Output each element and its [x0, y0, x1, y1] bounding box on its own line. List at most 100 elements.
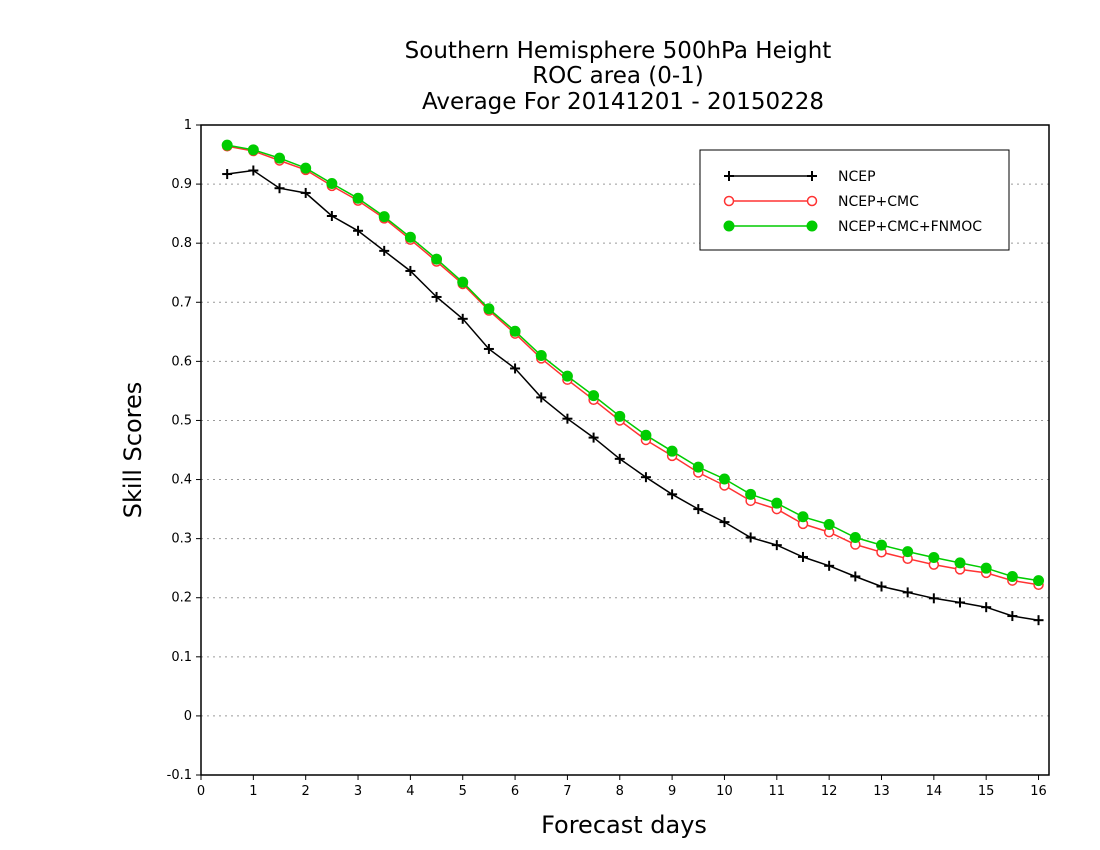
data-point-ncep	[353, 225, 364, 236]
data-point-ncep	[824, 560, 835, 571]
data-point-ncep	[457, 313, 468, 324]
legend-marker-ncep-plus-cmc-plus-fnmoc	[723, 220, 735, 232]
legend-label-ncep-plus-cmc: NCEP+CMC	[838, 194, 919, 210]
data-point-ncep	[745, 532, 756, 543]
x-tick-label: 4	[406, 784, 414, 799]
legend-label-ncep-plus-cmc-plus-fnmoc: NCEP+CMC+FNMOC	[838, 219, 982, 235]
data-point-ncep-plus-cmc-plus-fnmoc	[640, 429, 652, 441]
x-tick-label: 5	[459, 784, 467, 799]
data-point-ncep	[902, 587, 913, 598]
data-point-ncep-plus-cmc-plus-fnmoc	[326, 178, 338, 189]
series-ncep-plus-cmc-plus-fnmoc	[221, 139, 1045, 587]
data-point-ncep-plus-cmc-plus-fnmoc	[875, 539, 887, 551]
x-tick-label: 2	[302, 784, 310, 799]
data-point-ncep	[300, 187, 311, 198]
data-point-ncep-plus-cmc-plus-fnmoc	[404, 231, 416, 243]
data-point-ncep-plus-cmc-plus-fnmoc	[849, 531, 861, 543]
y-tick-label: 1	[184, 118, 192, 133]
y-tick-label: 0.9	[171, 177, 192, 192]
x-tick-label: 13	[873, 784, 890, 799]
data-point-ncep	[981, 602, 992, 613]
legend-box	[699, 149, 1010, 251]
x-tick-label: 6	[511, 784, 519, 799]
data-point-ncep	[797, 551, 808, 562]
data-point-ncep	[405, 265, 416, 276]
x-axis-title: Forecast days	[541, 811, 707, 839]
data-point-ncep	[876, 581, 887, 592]
y-axis-title: Skill Scores	[119, 382, 147, 519]
data-point-ncep	[719, 517, 730, 528]
legend-marker-ncep-plus-cmc	[723, 195, 735, 207]
data-point-ncep-plus-cmc-plus-fnmoc	[1033, 575, 1045, 587]
data-point-ncep	[536, 392, 547, 403]
series-ncep	[222, 165, 1044, 626]
data-point-ncep-plus-cmc-plus-fnmoc	[797, 511, 809, 523]
data-point-ncep-plus-cmc-plus-fnmoc	[483, 303, 495, 315]
y-tick-label: 0.6	[171, 354, 192, 369]
y-tick-label: 0.4	[171, 473, 192, 488]
chart-titles: Southern Hemisphere 500hPa Height ROC ar…	[405, 38, 832, 115]
x-tick-label: 16	[1030, 784, 1047, 799]
legend-entries: NCEP NCEP+CMC NCEP+CMC+FNMOC	[723, 169, 982, 235]
data-point-ncep	[850, 571, 861, 582]
x-tick-label: 3	[354, 784, 362, 799]
x-tick-label: 7	[563, 784, 571, 799]
data-point-ncep	[431, 291, 442, 302]
horizontal-gridlines	[201, 183, 1049, 717]
data-point-ncep	[248, 165, 259, 176]
legend-marker-ncep-plus-cmc	[806, 195, 818, 207]
y-tick-label: 0	[184, 709, 192, 724]
data-point-ncep-plus-cmc-plus-fnmoc	[509, 325, 521, 337]
data-point-ncep-plus-cmc-plus-fnmoc	[378, 211, 390, 223]
chart-title-line-2: ROC area (0-1)	[532, 63, 704, 89]
data-point-ncep	[693, 504, 704, 515]
data-point-ncep	[274, 183, 285, 194]
data-point-ncep	[614, 453, 625, 464]
x-tick-label: 8	[616, 784, 624, 799]
x-tick-label: 14	[926, 784, 943, 799]
data-point-ncep-plus-cmc-plus-fnmoc	[352, 192, 364, 204]
y-tick-label: 0.8	[171, 236, 192, 251]
y-axis-ticks: -0.1 0 0.1 0.2 0.3 0.4 0.5 0.6 0.7 0.8 0.9 1	[167, 118, 201, 783]
y-tick-label: 0.3	[171, 532, 192, 547]
data-point-ncep-plus-cmc-plus-fnmoc	[588, 390, 600, 402]
data-point-ncep-plus-cmc-plus-fnmoc	[535, 349, 547, 361]
data-point-ncep-plus-cmc-plus-fnmoc	[980, 562, 992, 574]
chart-title-line-1: Southern Hemisphere 500hPa Height	[405, 38, 832, 64]
y-tick-label: 0.2	[171, 591, 192, 606]
data-point-ncep-plus-cmc-plus-fnmoc	[666, 445, 678, 457]
data-point-ncep-plus-cmc-plus-fnmoc	[928, 552, 940, 564]
legend: NCEP NCEP+CMC NCEP+CMC+FNMOC	[699, 149, 1010, 251]
data-point-ncep	[562, 413, 573, 424]
data-point-ncep	[222, 169, 233, 180]
data-point-ncep-plus-cmc-plus-fnmoc	[561, 370, 573, 382]
data-point-ncep	[928, 593, 939, 604]
x-tick-label: 0	[197, 784, 205, 799]
data-point-ncep-plus-cmc-plus-fnmoc	[1006, 570, 1018, 582]
data-point-ncep-plus-cmc-plus-fnmoc	[823, 518, 835, 530]
data-point-ncep	[326, 211, 337, 221]
x-tick-label: 1	[249, 784, 257, 799]
chart-title-line-3: Average For 20141201 - 20150228	[422, 89, 824, 115]
data-point-ncep	[1033, 615, 1044, 626]
data-point-ncep-plus-cmc-plus-fnmoc	[247, 144, 259, 156]
data-point-ncep	[667, 489, 678, 500]
y-tick-label: 0.1	[171, 650, 192, 665]
y-tick-label: -0.1	[167, 768, 192, 783]
data-point-ncep-plus-cmc-plus-fnmoc	[431, 253, 443, 265]
legend-marker-ncep	[807, 171, 817, 181]
x-axis-ticks: 0 1 2 3 4 5 6 7 8 9 10 11 12 13 14 15 16	[197, 775, 1047, 799]
data-point-ncep-plus-cmc-plus-fnmoc	[614, 410, 626, 422]
data-point-ncep	[379, 245, 390, 256]
data-series	[221, 139, 1045, 626]
data-point-ncep	[1007, 611, 1018, 622]
data-point-ncep	[955, 597, 966, 608]
x-tick-label: 9	[668, 784, 676, 799]
y-tick-label: 0.5	[171, 413, 192, 428]
legend-marker-ncep	[724, 171, 734, 181]
data-point-ncep-plus-cmc-plus-fnmoc	[745, 488, 757, 500]
legend-marker-ncep-plus-cmc-plus-fnmoc	[806, 220, 818, 232]
data-point-ncep-plus-cmc-plus-fnmoc	[718, 473, 730, 485]
data-point-ncep	[483, 343, 494, 354]
x-tick-label: 11	[769, 784, 786, 799]
